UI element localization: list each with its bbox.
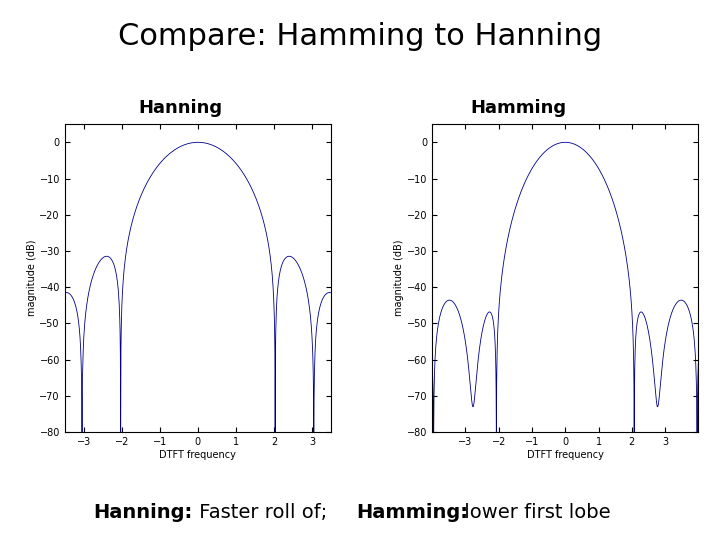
Text: Compare: Hamming to Hanning: Compare: Hamming to Hanning [118,22,602,51]
Y-axis label: magnitude (dB): magnitude (dB) [27,240,37,316]
Text: lower first lobe: lower first lobe [458,503,611,522]
Text: Hamming: Hamming [470,99,567,117]
Y-axis label: magnitude (dB): magnitude (dB) [394,240,404,316]
Text: Hamming:: Hamming: [356,503,469,522]
Text: Hanning:: Hanning: [94,503,193,522]
X-axis label: DTFT frequency: DTFT frequency [159,450,236,460]
Text: Faster roll of;: Faster roll of; [193,503,333,522]
X-axis label: DTFT frequency: DTFT frequency [527,450,604,460]
Text: Hanning: Hanning [138,99,222,117]
